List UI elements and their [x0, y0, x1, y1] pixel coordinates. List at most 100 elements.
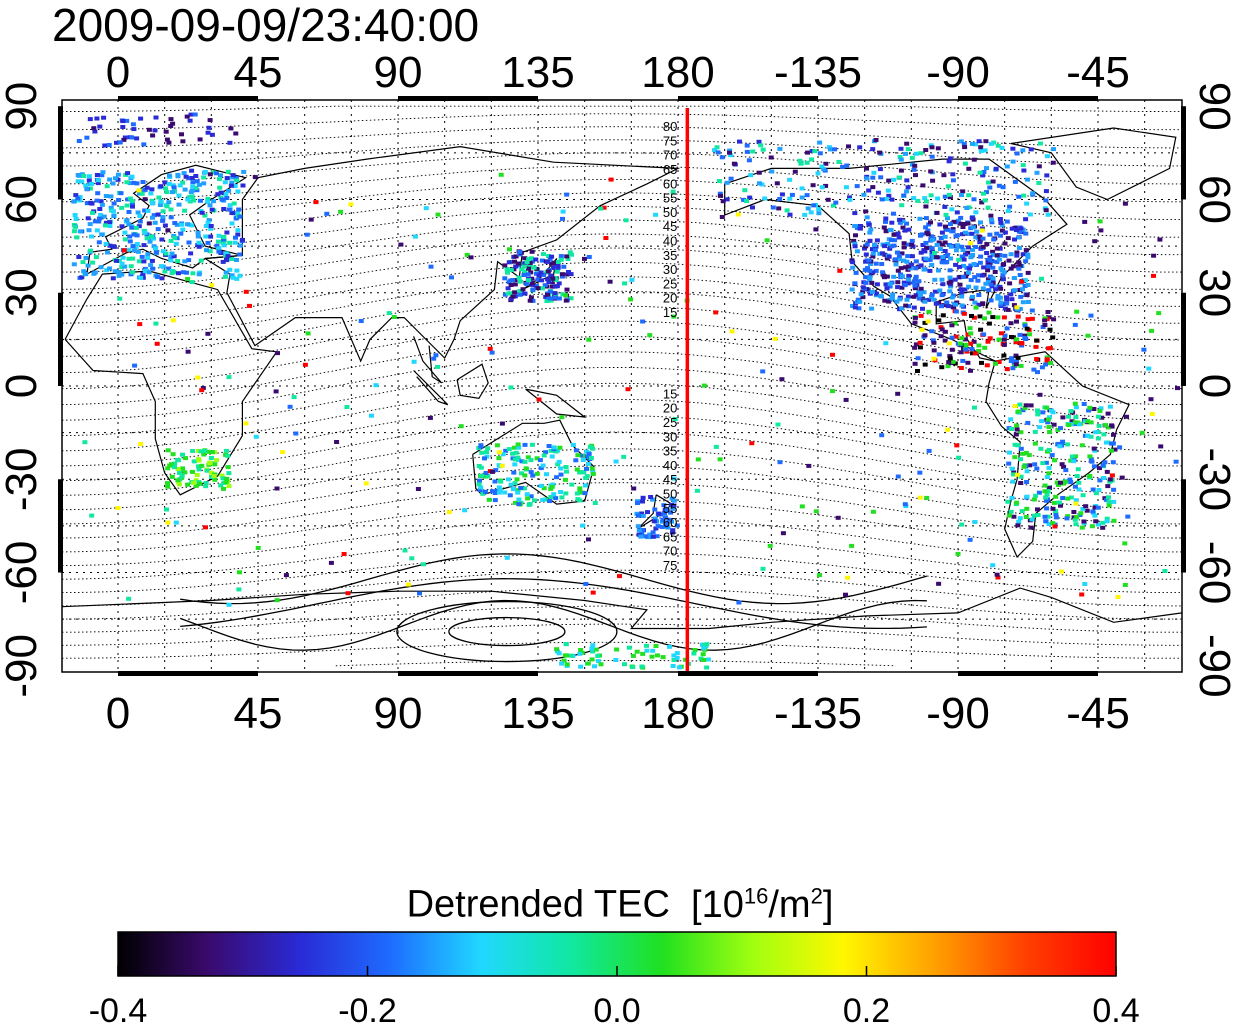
tec-pixel: [965, 332, 971, 337]
tec-pixel: [805, 206, 811, 211]
tec-pixel: [516, 497, 522, 502]
tec-pixel: [185, 222, 191, 227]
tec-pixel: [164, 204, 170, 209]
tec-pixel: [622, 281, 628, 286]
tec-pixel: [629, 277, 635, 282]
tec-pixel: [492, 498, 498, 503]
contour-label: 65: [663, 162, 677, 177]
tec-pixel: [1071, 459, 1076, 464]
tec-pixel: [590, 590, 596, 595]
tec-pixel: [873, 261, 879, 266]
tec-pixel: [909, 254, 915, 259]
tec-pixel: [528, 470, 534, 475]
tec-pixel: [1001, 270, 1007, 275]
contour-line: [61, 290, 1182, 357]
tec-pixel: [970, 225, 976, 230]
tec-pixel: [225, 254, 231, 259]
tec-pixel: [1030, 191, 1036, 196]
tec-pixel: [943, 212, 949, 217]
tec-pixel: [558, 257, 564, 262]
colorbar-tick-label: 0.0: [593, 992, 640, 1024]
tec-pixel: [96, 216, 102, 221]
tec-pixel: [1072, 322, 1078, 327]
tec-pixel: [205, 240, 211, 245]
tec-pixel: [1012, 179, 1018, 184]
tec-pixel: [110, 181, 116, 186]
tec-pixel: [212, 477, 218, 482]
tec-pixel: [223, 480, 229, 485]
tec-pixel: [930, 178, 936, 183]
tec-pixel: [968, 278, 974, 283]
tec-pixel: [939, 230, 945, 235]
tec-pixel: [233, 131, 239, 136]
tec-pixel: [171, 269, 177, 274]
tec-pixel: [1008, 252, 1014, 257]
tec-pixel: [197, 198, 203, 203]
greenland-coast: [1010, 127, 1177, 201]
tec-pixel: [968, 368, 973, 373]
tec-pixel: [965, 221, 971, 226]
tec-pixel: [968, 341, 974, 346]
tec-pixel: [559, 661, 565, 666]
tec-pixel: [851, 238, 857, 243]
tec-pixel: [700, 652, 706, 657]
tec-pixel: [954, 210, 960, 215]
tec-pixel: [952, 321, 958, 326]
tec-pixel: [1008, 417, 1014, 422]
tec-pixel: [912, 361, 918, 366]
tec-pixel: [867, 230, 873, 235]
tec-pixel: [126, 210, 132, 214]
tec-pixel: [1023, 403, 1029, 408]
tec-pixel: [496, 490, 502, 495]
tec-pixel: [959, 336, 965, 341]
tec-pixel: [538, 466, 544, 471]
tec-pixel: [1020, 287, 1025, 292]
tec-pixel: [1002, 306, 1008, 311]
tec-pixel: [1072, 454, 1078, 459]
tec-pixel: [714, 145, 720, 150]
tec-pixel: [433, 353, 439, 358]
tec-pixel: [138, 442, 144, 446]
tec-pixel: [804, 193, 810, 198]
tec-pixel: [122, 135, 128, 140]
tec-pixel: [1014, 337, 1020, 342]
tec-pixel: [122, 264, 128, 269]
tec-pixel: [195, 464, 201, 469]
tec-pixel: [977, 240, 983, 245]
tec-pixel: [135, 210, 141, 215]
tec-pixel: [1093, 430, 1099, 435]
tec-pixel: [517, 250, 523, 254]
tec-pixel: [897, 220, 903, 225]
contour-label: 20: [663, 291, 677, 306]
tec-pixel: [537, 458, 543, 463]
tec-pixel: [162, 269, 168, 274]
tec-pixel: [912, 315, 918, 320]
tec-pixel: [345, 591, 351, 596]
tec-pixel: [195, 375, 201, 380]
unit-mid: /m: [768, 883, 811, 926]
tec-pixel: [942, 194, 948, 199]
tec-pixel: [961, 142, 967, 147]
tec-pixel: [975, 278, 981, 283]
tec-pixel: [789, 192, 795, 197]
tec-pixel: [498, 479, 504, 484]
tec-pixel: [1053, 512, 1059, 517]
tec-pixel: [1051, 317, 1057, 322]
tec-pixel: [177, 183, 183, 188]
tec-pixel: [179, 222, 185, 227]
tec-pixel: [881, 273, 887, 278]
tec-pixel: [541, 453, 547, 458]
tec-pixel: [916, 279, 922, 284]
tec-pixel: [644, 643, 649, 648]
tec-pixel: [577, 498, 583, 503]
tec-pixel: [558, 254, 564, 259]
tec-pixel: [208, 456, 214, 460]
tec-pixel: [1026, 453, 1032, 458]
tec-pixel: [959, 193, 964, 197]
tec-pixel: [1109, 423, 1115, 428]
tec-pixel: [889, 238, 894, 242]
tec-pixel: [634, 649, 640, 654]
tec-pixel: [635, 501, 640, 505]
tec-pixel: [89, 513, 95, 518]
frame-edge-bars: [58, 96, 1186, 676]
